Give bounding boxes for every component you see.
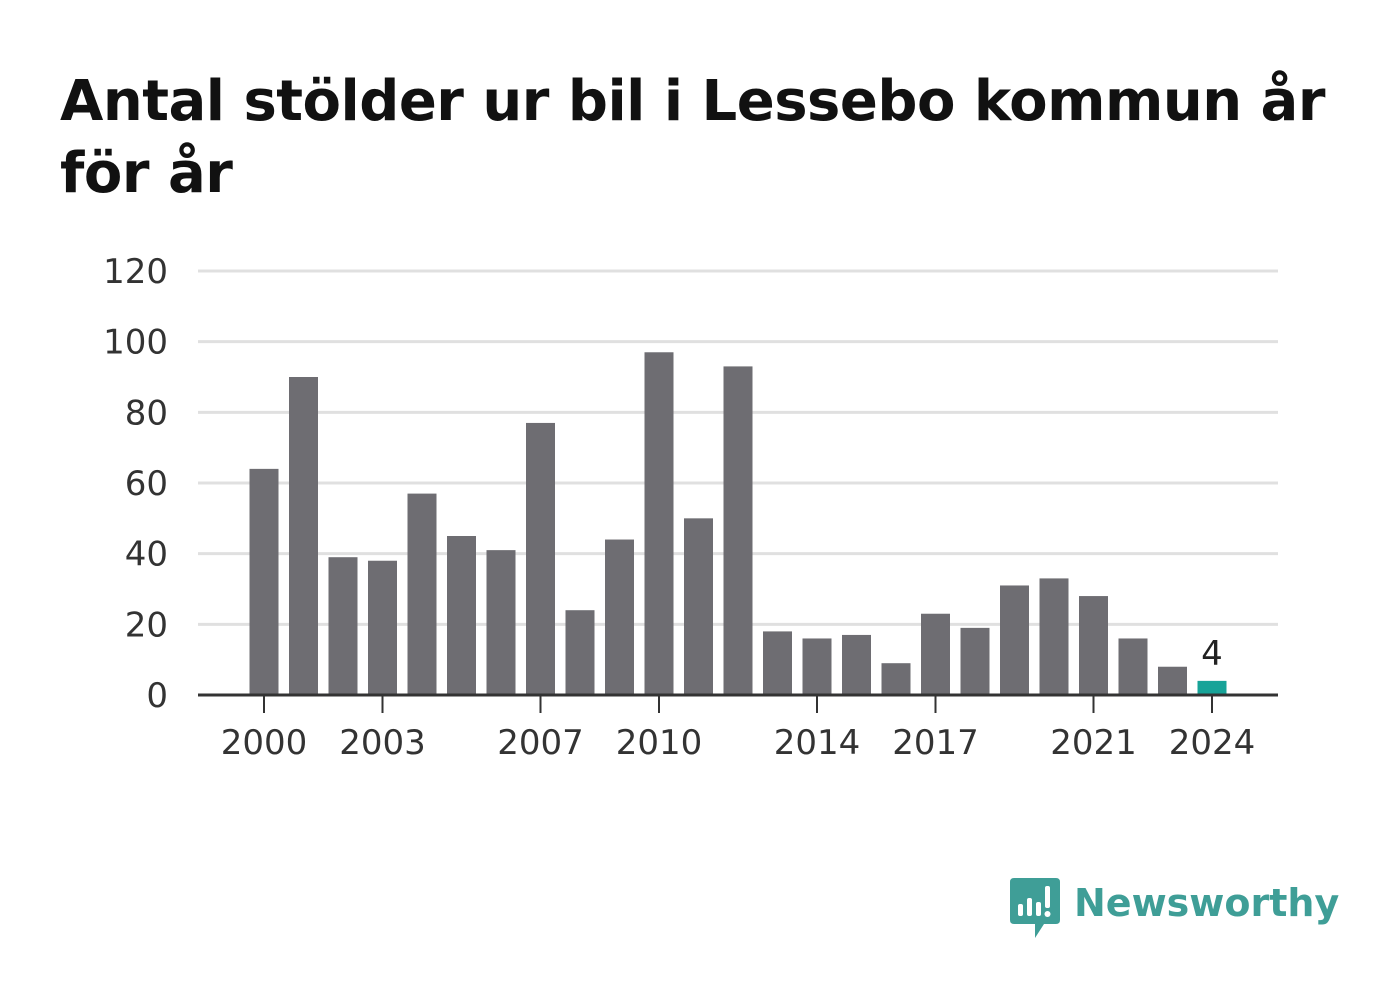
- bar-2016: [881, 663, 911, 695]
- chart-title: Antal stölder ur bil i Lessebo kommun år…: [60, 69, 1325, 206]
- bar-2010: [644, 352, 674, 695]
- bar-2021: [1079, 596, 1108, 695]
- bar-2024: [1197, 680, 1227, 695]
- x-tick-label: 2021: [1050, 723, 1137, 763]
- bar-2020: [1039, 578, 1069, 695]
- x-tick-label: 2017: [892, 723, 979, 763]
- newsworthy-logo-text: Newsworthy: [1074, 881, 1340, 925]
- bar-2000: [249, 468, 279, 695]
- bar-2007: [526, 422, 555, 695]
- bar-2018: [960, 627, 990, 695]
- x-tick-label: 2014: [774, 723, 861, 763]
- bar-2011: [684, 518, 713, 695]
- bar-2009: [605, 539, 634, 695]
- x-tick-label: 2010: [616, 723, 703, 763]
- bar-2003: [368, 560, 397, 695]
- newsworthy-logo-icon: [1010, 878, 1060, 938]
- y-tick-label: 0: [146, 676, 168, 716]
- bar-2017: [921, 613, 950, 695]
- bar-2008: [565, 610, 595, 695]
- y-tick-label: 120: [103, 252, 168, 292]
- data-label-2024: 4: [1201, 634, 1223, 674]
- bar-2001: [289, 377, 318, 695]
- bars: [249, 352, 1227, 695]
- x-axis-ticks: 2000 2003 2007 2010 2014 2017 2021 2024: [221, 695, 1256, 763]
- bar-2004: [407, 493, 437, 695]
- bar-2022: [1118, 638, 1148, 695]
- newsworthy-logo: Newsworthy: [1010, 878, 1339, 940]
- bar-2006: [486, 550, 516, 695]
- x-tick-label: 2000: [221, 723, 308, 763]
- bar-2005: [447, 536, 476, 695]
- x-tick-label: 2003: [339, 723, 426, 763]
- y-tick-label: 60: [125, 464, 168, 504]
- bar-2014: [802, 638, 832, 695]
- y-tick-label: 80: [125, 393, 168, 433]
- bar-2015: [842, 634, 871, 695]
- bar-2023: [1158, 666, 1187, 695]
- y-tick-label: 100: [103, 323, 168, 363]
- data-labels: 4: [1201, 634, 1223, 674]
- bar-2012: [723, 366, 753, 695]
- y-tick-label: 20: [125, 605, 168, 645]
- y-tick-label: 40: [125, 535, 168, 575]
- x-tick-label: 2024: [1169, 723, 1256, 763]
- bar-2019: [1000, 585, 1029, 695]
- x-tick-label: 2007: [497, 723, 584, 763]
- bar-2002: [328, 557, 358, 695]
- bar-2013: [763, 631, 792, 695]
- y-axis-ticks: 0 20 40 60 80 100 120: [103, 252, 168, 716]
